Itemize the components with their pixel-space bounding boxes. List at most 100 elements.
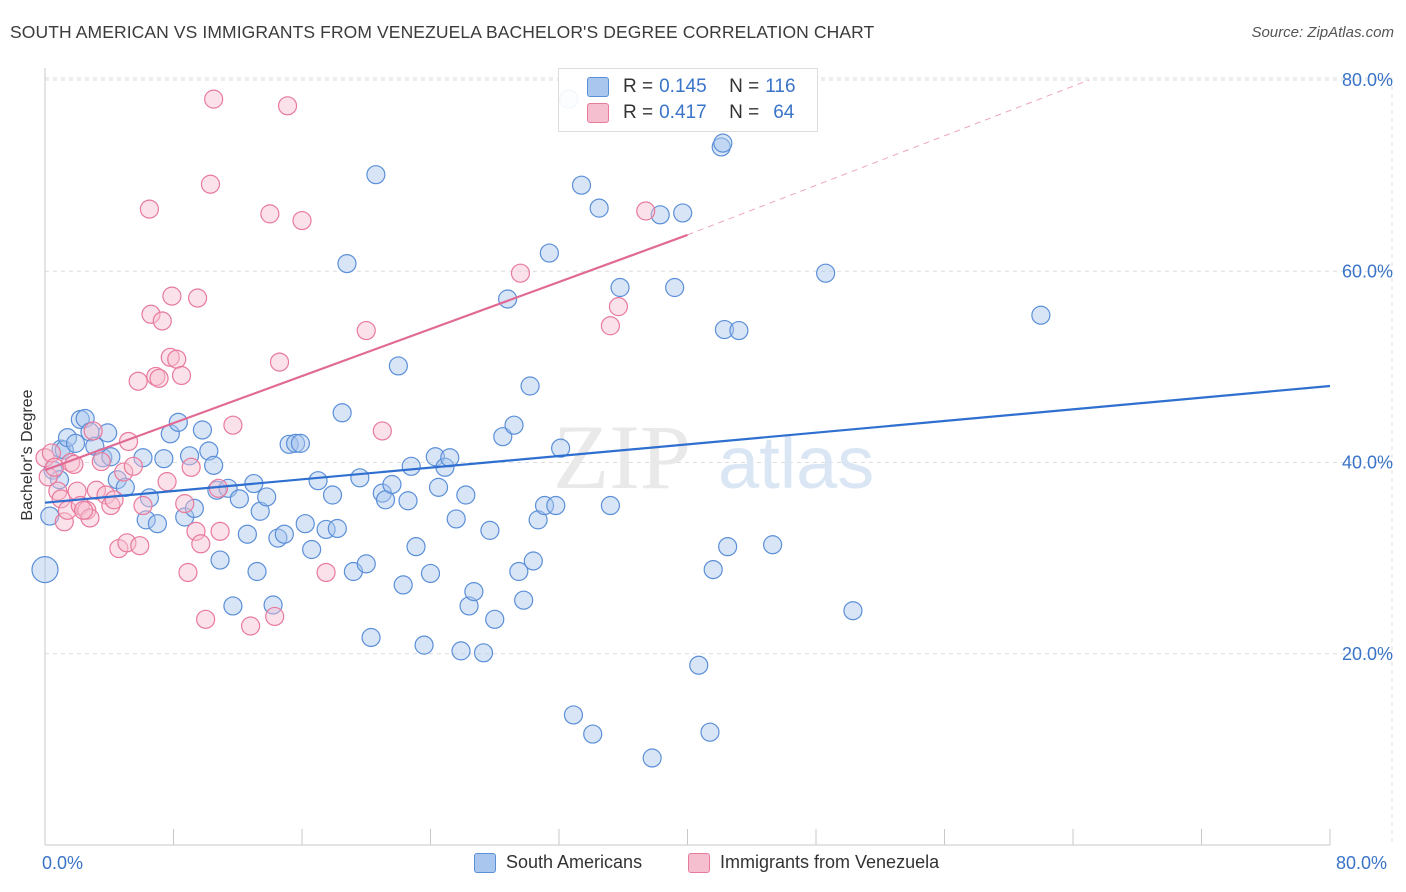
point-south-american — [332, 403, 352, 423]
point-venezuela — [141, 304, 161, 324]
source-label: Source: ZipAtlas.com — [1251, 24, 1394, 41]
point-south-american — [356, 554, 376, 574]
point-south-american — [184, 498, 204, 518]
legend-swatch-blue — [587, 77, 609, 97]
point-south-american — [440, 448, 460, 468]
point-venezuela — [152, 311, 172, 331]
point-south-american — [473, 643, 494, 663]
point-south-american — [718, 537, 738, 557]
point-south-american — [673, 203, 693, 223]
point-south-american — [204, 455, 224, 475]
point-venezuela — [292, 210, 312, 231]
point-venezuela — [204, 89, 224, 109]
point-south-american — [539, 243, 559, 263]
point-venezuela — [171, 365, 192, 386]
point-south-american — [247, 561, 267, 582]
legend-n-label: N = — [729, 102, 760, 123]
point-south-american — [40, 506, 60, 526]
point-south-american — [65, 433, 86, 453]
point-south-american — [322, 485, 343, 505]
y-tick-label: 40.0% — [1342, 453, 1393, 473]
point-south-american — [571, 175, 592, 195]
legend-n-value: 64 — [773, 102, 795, 123]
point-south-american — [650, 205, 670, 225]
point-south-american — [485, 609, 505, 629]
point-south-american — [843, 601, 863, 621]
swatch-south-americans — [474, 852, 496, 873]
point-venezuela — [167, 349, 187, 369]
point-south-american — [700, 722, 720, 742]
point-venezuela — [241, 616, 261, 636]
point-south-american — [337, 254, 357, 274]
point-south-american — [714, 319, 735, 340]
point-south-american — [528, 510, 548, 530]
point-venezuela — [64, 454, 84, 475]
point-south-american — [665, 277, 685, 298]
point-south-american — [514, 590, 534, 610]
point-venezuela — [149, 368, 169, 388]
point-south-american — [199, 441, 219, 461]
point-venezuela — [157, 472, 177, 492]
legend-r-value: 0.145 — [659, 76, 707, 97]
point-south-american — [147, 514, 168, 534]
point-venezuela — [139, 199, 160, 219]
series-legend-south-americans: South Americans — [474, 852, 642, 873]
point-venezuela — [196, 609, 216, 629]
trend-line-south-americans — [44, 384, 1331, 504]
series-legend-label: South Americans — [506, 852, 643, 872]
series-venezuela — [35, 89, 656, 636]
point-south-american — [414, 635, 434, 655]
series-legend: South Americans Immigrants from Venezuel… — [0, 852, 1406, 878]
point-south-american — [509, 561, 529, 582]
point-south-american — [361, 627, 381, 648]
trend-line-venezuela — [44, 233, 688, 472]
y-tick-label: 60.0% — [1342, 261, 1393, 281]
y-tick-label: 80.0% — [1342, 70, 1393, 90]
point-south-american — [295, 514, 315, 534]
point-south-american — [1031, 305, 1051, 325]
y-tick-label: 20.0% — [1342, 644, 1393, 664]
series-legend-label: Immigrants from Venezuela — [720, 852, 940, 872]
point-south-american — [192, 420, 213, 440]
point-south-american — [308, 471, 328, 491]
point-south-american — [210, 550, 230, 570]
point-south-american — [98, 423, 118, 443]
point-venezuela — [269, 352, 290, 372]
legend-r-label: R = — [623, 102, 654, 123]
point-south-american — [401, 456, 421, 476]
point-venezuela — [123, 456, 143, 476]
point-south-american — [398, 491, 418, 511]
point-south-american — [250, 501, 270, 521]
point-south-american — [563, 705, 584, 725]
point-venezuela — [104, 490, 124, 510]
point-south-american — [327, 518, 347, 539]
point-south-american — [285, 433, 306, 453]
point-venezuela — [130, 536, 150, 556]
point-south-american — [223, 596, 243, 616]
point-venezuela — [73, 500, 94, 520]
legend-n-value: 116 — [765, 76, 796, 97]
point-venezuela — [200, 174, 221, 194]
point-south-american — [459, 596, 479, 616]
point-venezuela — [186, 521, 206, 541]
point-south-american — [237, 524, 257, 544]
point-venezuela — [133, 495, 153, 516]
trend-extension-venezuela — [687, 79, 1090, 236]
point-south-american — [610, 277, 630, 298]
point-south-american — [464, 581, 484, 602]
watermark: ZIP atlas — [553, 406, 874, 508]
tick-labels: 20.0% 40.0% 60.0% 80.0% — [1342, 70, 1393, 664]
point-south-american — [523, 551, 543, 571]
legend-n-label: N = — [729, 76, 760, 97]
point-venezuela — [181, 457, 201, 477]
point-south-american — [302, 539, 322, 560]
legend-row-venezuela: R = 0.417 N = 64 — [587, 101, 794, 125]
point-venezuela — [260, 204, 280, 224]
point-south-american — [689, 655, 709, 675]
point-south-american — [763, 535, 783, 555]
point-venezuela — [86, 480, 107, 500]
point-venezuela — [210, 521, 230, 541]
point-south-american — [229, 489, 249, 509]
point-venezuela — [114, 462, 134, 482]
point-venezuela — [51, 489, 71, 509]
